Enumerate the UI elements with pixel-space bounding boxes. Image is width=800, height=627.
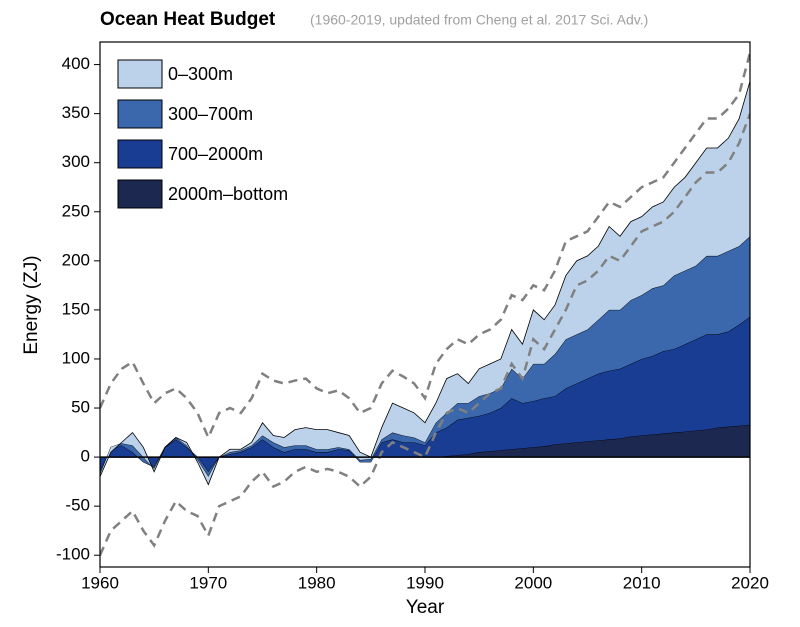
x-axis-label: Year xyxy=(406,597,445,618)
legend-label: 0–300m xyxy=(168,64,233,84)
plot xyxy=(100,52,750,556)
x-tick-label: 2010 xyxy=(623,573,661,592)
y-tick-label: 200 xyxy=(62,250,90,269)
legend-label: 2000m–bottom xyxy=(168,184,288,204)
y-tick-label: 100 xyxy=(62,348,90,367)
bound-line xyxy=(100,113,750,556)
y-tick-label: 350 xyxy=(62,103,90,122)
legend-swatch xyxy=(117,179,163,209)
y-tick-label: 150 xyxy=(62,299,90,318)
y-tick-label: 0 xyxy=(81,447,90,466)
area xyxy=(100,236,750,477)
y-tick-label: 250 xyxy=(62,201,90,220)
chart-title: Ocean Heat Budget xyxy=(100,9,276,30)
legend-swatch xyxy=(117,139,163,169)
legend-swatch xyxy=(117,59,163,89)
chart-subtitle: (1960-2019, updated from Cheng et al. 20… xyxy=(310,12,648,28)
y-tick-label: -100 xyxy=(56,545,90,564)
y-tick-label: 400 xyxy=(62,54,90,73)
area-edge xyxy=(100,81,750,486)
x-tick-label: 2000 xyxy=(514,573,552,592)
legend-swatch xyxy=(117,99,163,129)
x-tick-label: 1980 xyxy=(298,573,336,592)
x-tick-label: 2020 xyxy=(731,573,769,592)
x-tick-label: 1970 xyxy=(189,573,227,592)
legend-label: 700–2000m xyxy=(168,144,263,164)
y-tick-label: 50 xyxy=(71,398,90,417)
legend-label: 300–700m xyxy=(168,104,253,124)
y-tick-label: 300 xyxy=(62,152,90,171)
area xyxy=(100,316,750,472)
area xyxy=(100,424,750,458)
area xyxy=(100,81,750,485)
x-tick-label: 1960 xyxy=(81,573,119,592)
bound-line xyxy=(100,52,750,441)
x-tick-label: 1990 xyxy=(406,573,444,592)
y-axis-label: Energy (ZJ) xyxy=(21,255,42,354)
y-tick-label: -50 xyxy=(65,496,90,515)
